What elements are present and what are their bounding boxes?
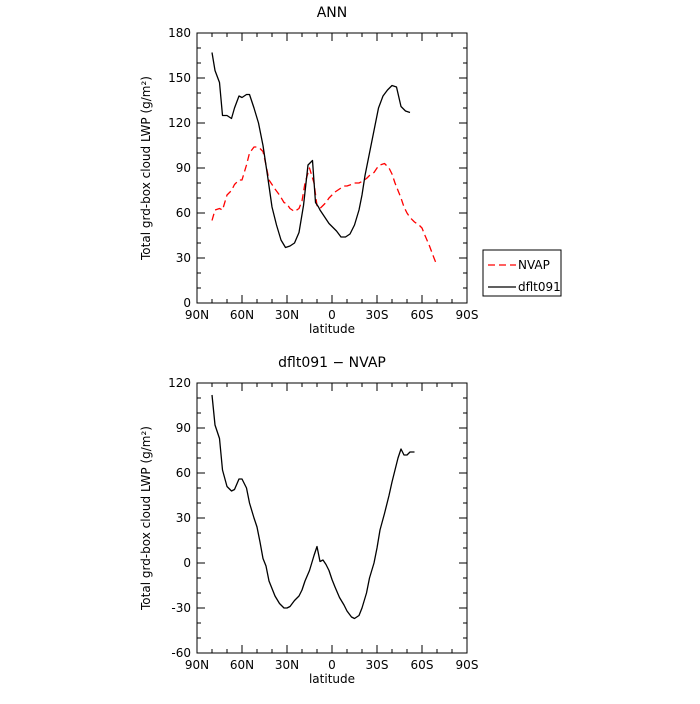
- y-axis-label: Total grd-box cloud LWP (g/m²): [139, 426, 153, 611]
- x-tick-label: 60N: [230, 308, 254, 322]
- y-axis-label: Total grd-box cloud LWP (g/m²): [139, 76, 153, 261]
- x-tick-label: 90S: [456, 308, 479, 322]
- series-line-nvap: [211, 146, 438, 266]
- series-line-diff-0: [211, 394, 415, 620]
- y-tick-label: 60: [176, 466, 191, 480]
- x-tick-label: 30S: [366, 308, 389, 322]
- x-tick-label: 90N: [185, 308, 209, 322]
- x-tick-label: 0: [328, 658, 336, 672]
- x-tick-label: 60S: [411, 658, 434, 672]
- legend-label-nvap: NVAP: [518, 258, 550, 272]
- chart-title-bottom: dflt091 − NVAP: [278, 355, 386, 371]
- x-tick-label: 0: [328, 308, 336, 322]
- y-tick-label: 120: [168, 116, 191, 130]
- y-tick-label: -60: [171, 646, 191, 660]
- x-tick-label: 90S: [456, 658, 479, 672]
- panel-top: ANN 0 30 60 90 120 150 180 90N 60N 30N 0 30S 60S 90S la…: [139, 5, 562, 336]
- y-tick-label: 120: [168, 376, 191, 390]
- panel-bottom: dflt091 − NVAP -60 -30 0 30 60 90 120 90N 60N 30N 0…: [139, 355, 478, 686]
- x-axis-label: latitude: [309, 322, 355, 336]
- x-tick-label: 30N: [275, 308, 299, 322]
- y-tick-label: 90: [176, 161, 191, 175]
- y-tick-label: 90: [176, 421, 191, 435]
- series-line-dflt091: [211, 52, 411, 249]
- y-tick-label: 0: [183, 556, 191, 570]
- plot-frame-top: [196, 32, 468, 304]
- y-tick-label: 60: [176, 206, 191, 220]
- x-tick-label: 30S: [366, 658, 389, 672]
- y-tick-label: -30: [171, 601, 191, 615]
- x-tick-label: 30N: [275, 658, 299, 672]
- plot-frame-bottom: [196, 382, 468, 654]
- x-tick-label: 60S: [411, 308, 434, 322]
- x-axis-label: latitude: [309, 672, 355, 686]
- chart-title-top: ANN: [317, 5, 348, 21]
- legend-box: [482, 249, 562, 297]
- y-tick-label: 30: [176, 251, 191, 265]
- y-tick-label: 180: [168, 26, 191, 40]
- legend: NVAP dflt091: [482, 249, 562, 297]
- x-tick-label: 90N: [185, 658, 209, 672]
- y-tick-label: 0: [183, 296, 191, 310]
- y-tick-label: 150: [168, 71, 191, 85]
- x-tick-label: 60N: [230, 658, 254, 672]
- legend-label-dflt091: dflt091: [518, 280, 561, 294]
- y-tick-label: 30: [176, 511, 191, 525]
